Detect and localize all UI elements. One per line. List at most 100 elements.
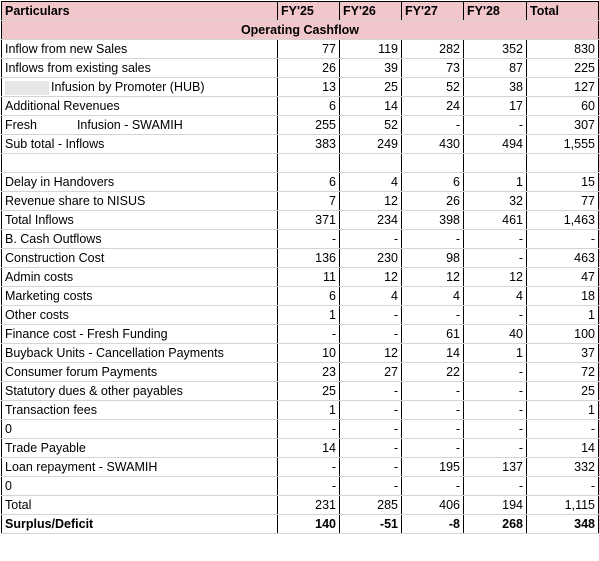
cell-fy25[interactable]: 26 [277, 58, 340, 78]
cell-fy25[interactable]: 77 [277, 39, 340, 59]
cell-fy28[interactable]: - [463, 248, 527, 268]
cell-fy25[interactable] [277, 153, 340, 173]
cell-total[interactable]: 1,115 [526, 495, 599, 515]
cell-fy25[interactable]: 1 [277, 305, 340, 325]
cell-fy26[interactable]: 119 [339, 39, 402, 59]
row-label[interactable]: Transaction fees [1, 400, 278, 420]
cell-fy26[interactable]: 12 [339, 267, 402, 287]
cell-fy28[interactable]: 38 [463, 77, 527, 97]
cell-fy28[interactable]: 32 [463, 191, 527, 211]
cell-fy25[interactable]: 7 [277, 191, 340, 211]
cell-fy28[interactable]: - [463, 438, 527, 458]
header-total[interactable]: Total [526, 1, 599, 21]
row-label[interactable]: Sub total - Inflows [1, 134, 278, 154]
cell-fy28[interactable]: - [463, 381, 527, 401]
cell-fy28[interactable] [463, 153, 527, 173]
header-particulars[interactable]: Particulars [1, 1, 278, 21]
cell-fy26[interactable]: 249 [339, 134, 402, 154]
cell-fy25[interactable]: - [277, 229, 340, 249]
cell-total[interactable]: 72 [526, 362, 599, 382]
cell-total[interactable]: - [526, 419, 599, 439]
header-fy25[interactable]: FY'25 [277, 1, 340, 21]
section-title[interactable]: Operating Cashflow [1, 20, 599, 40]
cell-total[interactable]: 14 [526, 438, 599, 458]
cell-fy26[interactable]: 12 [339, 343, 402, 363]
row-label-cell[interactable]: Fresh Infusion - SWAMIH [1, 115, 278, 135]
cell-total[interactable]: - [526, 229, 599, 249]
header-fy28[interactable]: FY'28 [463, 1, 527, 21]
cell-fy26[interactable]: - [339, 229, 402, 249]
cell-fy26[interactable]: 27 [339, 362, 402, 382]
cell-fy27[interactable]: - [401, 438, 464, 458]
cell-fy25[interactable]: 14 [277, 438, 340, 458]
cell-fy25[interactable]: 6 [277, 172, 340, 192]
row-label[interactable]: Loan repayment - SWAMIH [1, 457, 278, 477]
cell-fy28[interactable]: 352 [463, 39, 527, 59]
cell-fy27[interactable]: 24 [401, 96, 464, 116]
row-label[interactable]: Construction Cost [1, 248, 278, 268]
cell-fy27[interactable]: 430 [401, 134, 464, 154]
cell-fy26[interactable]: 52 [339, 115, 402, 135]
cell-fy26[interactable]: - [339, 457, 402, 477]
cell-fy27[interactable]: - [401, 229, 464, 249]
cell-total[interactable]: 77 [526, 191, 599, 211]
cell-fy25[interactable]: 11 [277, 267, 340, 287]
cell-fy28[interactable]: 494 [463, 134, 527, 154]
cell-fy25[interactable]: 136 [277, 248, 340, 268]
cell-fy27[interactable]: 73 [401, 58, 464, 78]
cell-total[interactable]: 1,463 [526, 210, 599, 230]
cell-fy26[interactable]: 12 [339, 191, 402, 211]
cell-fy27[interactable]: 52 [401, 77, 464, 97]
cell-fy25[interactable]: 255 [277, 115, 340, 135]
cell-fy27[interactable]: 4 [401, 286, 464, 306]
cell-fy28[interactable]: 12 [463, 267, 527, 287]
cell-fy26[interactable]: - [339, 305, 402, 325]
cell-fy27[interactable]: 26 [401, 191, 464, 211]
cell-total[interactable]: 37 [526, 343, 599, 363]
cell-total[interactable]: 47 [526, 267, 599, 287]
cell-fy25[interactable]: 6 [277, 286, 340, 306]
row-label[interactable]: Finance cost - Fresh Funding [1, 324, 278, 344]
cell-fy27[interactable]: 398 [401, 210, 464, 230]
cell-fy26[interactable]: 230 [339, 248, 402, 268]
row-label[interactable]: Revenue share to NISUS [1, 191, 278, 211]
cell-fy26[interactable]: 4 [339, 172, 402, 192]
row-label[interactable]: Other costs [1, 305, 278, 325]
cell-fy27[interactable]: 98 [401, 248, 464, 268]
cell-fy27[interactable]: -8 [401, 514, 464, 534]
cell-fy28[interactable]: - [463, 305, 527, 325]
cell-fy26[interactable]: - [339, 419, 402, 439]
cell-fy25[interactable]: - [277, 324, 340, 344]
cell-fy27[interactable]: - [401, 400, 464, 420]
cell-fy26[interactable]: 14 [339, 96, 402, 116]
row-label[interactable]: Total Inflows [1, 210, 278, 230]
row-label[interactable]: Total [1, 495, 278, 515]
row-label[interactable]: Buyback Units - Cancellation Payments [1, 343, 278, 363]
row-label[interactable]: 0 [1, 419, 278, 439]
cell-total[interactable]: 348 [526, 514, 599, 534]
cell-total[interactable]: 307 [526, 115, 599, 135]
cell-fy27[interactable]: - [401, 419, 464, 439]
cell-fy26[interactable]: 39 [339, 58, 402, 78]
cell-fy28[interactable]: 87 [463, 58, 527, 78]
cell-total[interactable]: 1,555 [526, 134, 599, 154]
cell-fy27[interactable]: 282 [401, 39, 464, 59]
cell-fy28[interactable]: 461 [463, 210, 527, 230]
cell-fy25[interactable]: - [277, 457, 340, 477]
cell-fy28[interactable]: - [463, 115, 527, 135]
cell-fy26[interactable]: - [339, 476, 402, 496]
row-label[interactable]: Trade Payable [1, 438, 278, 458]
cell-fy28[interactable]: - [463, 400, 527, 420]
row-label[interactable]: Additional Revenues [1, 96, 278, 116]
cell-fy27[interactable]: 61 [401, 324, 464, 344]
cell-fy25[interactable]: 383 [277, 134, 340, 154]
row-label[interactable]: B. Cash Outflows [1, 229, 278, 249]
cell-fy28[interactable]: 4 [463, 286, 527, 306]
row-label[interactable]: Consumer forum Payments [1, 362, 278, 382]
cell-fy26[interactable] [339, 153, 402, 173]
cell-fy28[interactable]: 17 [463, 96, 527, 116]
cell-fy27[interactable]: - [401, 305, 464, 325]
header-fy26[interactable]: FY'26 [339, 1, 402, 21]
cell-fy26[interactable]: 25 [339, 77, 402, 97]
cell-fy26[interactable]: 234 [339, 210, 402, 230]
